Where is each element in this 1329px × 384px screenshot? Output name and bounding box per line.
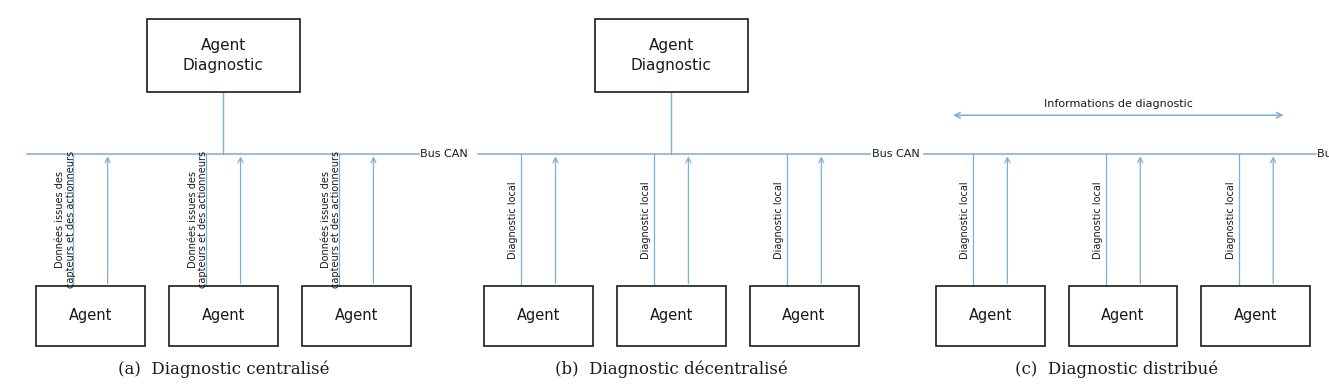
Text: Diagnostic local: Diagnostic local <box>960 181 970 259</box>
Text: Diagnostic local: Diagnostic local <box>773 181 784 259</box>
Text: Diagnostic local: Diagnostic local <box>641 181 651 259</box>
Text: Agent: Agent <box>650 308 692 323</box>
Bar <box>936 286 1045 346</box>
Text: Agent: Agent <box>1235 308 1277 323</box>
Bar <box>36 286 145 346</box>
Bar <box>148 19 300 92</box>
Text: Agent: Agent <box>969 308 1011 323</box>
Bar <box>1069 286 1177 346</box>
Bar <box>1201 286 1310 346</box>
Text: Diagnostic local: Diagnostic local <box>1092 181 1103 259</box>
Text: Agent: Agent <box>783 308 825 323</box>
Text: Agent: Agent <box>1102 308 1144 323</box>
Bar <box>750 286 859 346</box>
Text: Données issues des
capteurs et des actionneurs: Données issues des capteurs et des actio… <box>320 151 342 288</box>
Text: Agent: Agent <box>335 308 377 323</box>
Text: (b)  Diagnostic décentralisé: (b) Diagnostic décentralisé <box>554 361 788 378</box>
Text: Diagnostic local: Diagnostic local <box>1225 181 1236 259</box>
Text: Données issues des
capteurs et des actionneurs: Données issues des capteurs et des actio… <box>187 151 209 288</box>
Text: (a)  Diagnostic centralisé: (a) Diagnostic centralisé <box>117 361 330 378</box>
Bar <box>484 286 593 346</box>
Text: Bus CAN: Bus CAN <box>872 149 920 159</box>
Bar <box>302 286 411 346</box>
Text: Agent: Agent <box>517 308 560 323</box>
Bar <box>169 286 278 346</box>
Text: Agent
Diagnostic: Agent Diagnostic <box>183 38 263 73</box>
Text: Agent
Diagnostic: Agent Diagnostic <box>631 38 711 73</box>
Text: Bus CAN: Bus CAN <box>420 149 468 159</box>
Text: Diagnostic local: Diagnostic local <box>508 181 518 259</box>
Bar <box>617 286 726 346</box>
Text: Agent: Agent <box>202 308 245 323</box>
Text: Données issues des
capteurs et des actionneurs: Données issues des capteurs et des actio… <box>54 151 76 288</box>
Text: Agent: Agent <box>69 308 112 323</box>
Text: Informations de diagnostic: Informations de diagnostic <box>1043 99 1193 109</box>
Text: (c)  Diagnostic distribué: (c) Diagnostic distribué <box>1015 361 1217 378</box>
Text: Bus CAN: Bus CAN <box>1317 149 1329 159</box>
Bar <box>594 19 747 92</box>
